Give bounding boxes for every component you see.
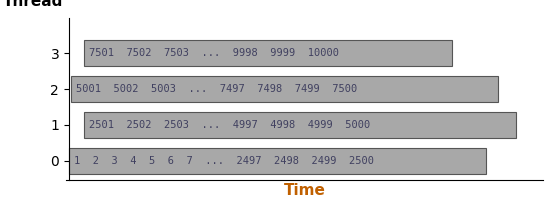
Y-axis label: Thread: Thread (3, 0, 63, 9)
X-axis label: Time: Time (284, 183, 326, 198)
Text: 7501  7502  7503  ...  9998  9999  10000: 7501 7502 7503 ... 9998 9999 10000 (89, 48, 338, 58)
Text: 1  2  3  4  5  6  7  ...  2497  2498  2499  2500: 1 2 3 4 5 6 7 ... 2497 2498 2499 2500 (74, 156, 374, 166)
FancyBboxPatch shape (71, 76, 499, 102)
Text: 2501  2502  2503  ...  4997  4998  4999  5000: 2501 2502 2503 ... 4997 4998 4999 5000 (89, 120, 370, 130)
FancyBboxPatch shape (84, 40, 452, 66)
Text: 5001  5002  5003  ...  7497  7498  7499  7500: 5001 5002 5003 ... 7497 7498 7499 7500 (76, 84, 357, 94)
FancyBboxPatch shape (69, 148, 486, 174)
FancyBboxPatch shape (84, 112, 516, 138)
